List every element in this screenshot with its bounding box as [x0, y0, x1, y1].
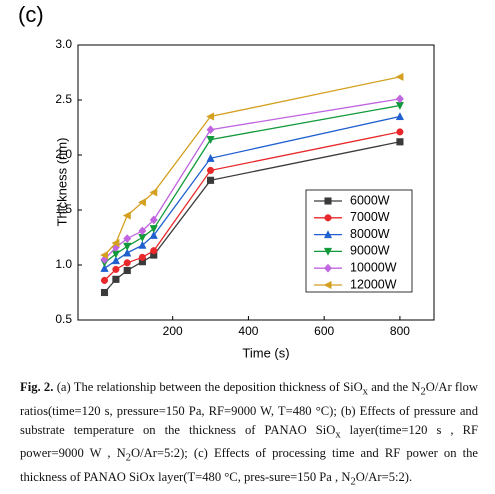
figure-caption: Fig. 2. (a) The relationship between the… [20, 378, 478, 491]
data-point [100, 263, 109, 272]
x-tick-label: 600 [314, 324, 334, 338]
data-point [122, 211, 131, 220]
caption-label: Fig. 2. [20, 380, 54, 394]
data-point [111, 256, 120, 265]
caption-subscript: x [362, 386, 368, 398]
data-point [111, 238, 120, 248]
legend-box [305, 189, 413, 293]
caption-text: layer(time=120 s , RF power=9000 W , N [20, 422, 478, 461]
data-point [112, 265, 120, 273]
data-point [112, 275, 120, 283]
legend-label: 12000W [350, 277, 397, 291]
data-point [150, 247, 158, 255]
data-point [395, 94, 404, 104]
legend-label: 7000W [350, 210, 390, 224]
data-point [123, 248, 132, 257]
data-point [137, 198, 146, 207]
legend-marker [323, 263, 333, 273]
data-point [138, 226, 147, 236]
data-point [206, 136, 215, 145]
data-point [123, 234, 132, 244]
legend-marker [324, 214, 332, 222]
data-point [100, 250, 109, 260]
data-point [149, 188, 158, 197]
chart: (c) Thickness (nm) Time (s) 0.5 1.0 1.5 2.0… [18, 2, 435, 360]
data-point [206, 153, 215, 162]
legend-label: 9000W [350, 244, 390, 258]
data-point [396, 128, 404, 136]
legend-marker [323, 280, 332, 290]
caption-text: O/Ar=5:2); (c) Effects of processing tim… [20, 446, 478, 484]
plot-frame [77, 44, 435, 321]
y-tick-label: 1.5 [55, 202, 72, 216]
data-point [207, 166, 215, 174]
data-point [395, 72, 404, 82]
data-point [149, 215, 158, 225]
data-point [123, 259, 131, 267]
data-point [149, 225, 158, 234]
caption-text: O/Ar flow ratios(time=120 s, pressure=15… [20, 380, 479, 437]
x-tick-label: 800 [390, 324, 410, 338]
data-point [100, 288, 109, 297]
y-tick-label: 2.0 [55, 147, 72, 161]
data-point [206, 112, 215, 121]
data-point [138, 253, 146, 261]
caption-text: and the N [367, 380, 421, 394]
data-point [123, 242, 132, 251]
y-tick-label: 3.0 [55, 37, 72, 51]
x-tick-label: 200 [163, 324, 183, 338]
panel-label: (c) [18, 2, 44, 27]
caption-subscript: 2 [125, 452, 131, 464]
y-axis-label: Thickness (nm) [54, 138, 69, 227]
legend-label: 6000W [350, 193, 390, 207]
y-tick-label: 1.0 [55, 257, 72, 271]
caption-text: (a) The relationship between the deposit… [56, 380, 363, 394]
data-point [396, 138, 404, 146]
caption-text: O/Ar=5:2). [355, 469, 413, 484]
data-point [206, 125, 215, 135]
caption-subscript: 2 [350, 476, 356, 488]
caption-subscript: 2 [420, 386, 426, 398]
data-point [207, 176, 215, 184]
legend-label: 8000W [350, 227, 390, 241]
caption-subscript: x [335, 429, 341, 441]
legend-marker [323, 247, 333, 256]
y-tick-label: 0.5 [55, 312, 72, 326]
legend-marker [323, 230, 333, 239]
y-tick-label: 2.5 [55, 92, 72, 106]
data-point [149, 230, 158, 239]
x-axis-label: Time (s) [242, 345, 289, 360]
x-tick-label: 400 [238, 324, 258, 338]
legend-marker [324, 197, 332, 205]
data-point [395, 112, 405, 121]
legend-label: 10000W [350, 260, 397, 274]
data-point [100, 276, 109, 284]
data-point [123, 266, 131, 275]
data-point [138, 240, 147, 249]
